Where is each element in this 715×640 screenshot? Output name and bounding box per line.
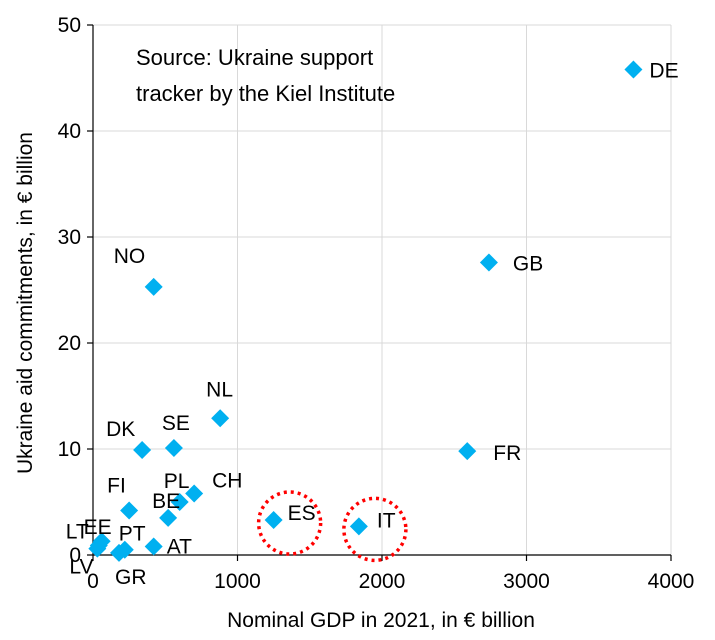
point-pl	[170, 493, 189, 511]
point-at	[144, 537, 163, 556]
point-label-fr: FR	[493, 442, 521, 465]
x-tick-label-0: 0	[87, 570, 99, 593]
y-tick-label-5: 50	[58, 14, 81, 37]
highlight-circles	[256, 490, 408, 563]
point-fi	[120, 501, 139, 520]
point-gr	[110, 543, 129, 562]
point-label-no: NO	[114, 245, 146, 268]
annotation-line-2: tracker by the Kiel Institute	[136, 81, 395, 106]
point-label-gb: GB	[513, 252, 543, 275]
axes	[87, 24, 672, 561]
y-tick-label-2: 20	[58, 332, 81, 355]
point-label-it: IT	[377, 509, 396, 532]
x-tick-label-2: 2000	[359, 570, 406, 593]
y-axis-title: Ukraine aid commitments, in € billion	[14, 132, 37, 474]
point-fr	[458, 442, 477, 461]
point-gb	[479, 253, 498, 272]
point-label-dk: DK	[106, 418, 135, 441]
point-label-gr: GR	[115, 566, 147, 589]
point-label-lv: LV	[69, 556, 93, 579]
point-de	[624, 60, 643, 79]
annotation-line-1: Source: Ukraine support	[136, 45, 373, 70]
y-tick-label-3: 30	[58, 226, 81, 249]
point-it	[349, 517, 368, 536]
point-label-fi: FI	[107, 474, 126, 497]
point-label-be: BE	[152, 490, 180, 513]
point-es	[264, 511, 283, 530]
point-nl	[211, 409, 230, 428]
highlight-circle-it	[342, 496, 408, 563]
point-be	[159, 508, 178, 527]
point-lv	[88, 539, 107, 558]
highlight-circle-es	[256, 490, 323, 556]
y-tick-label-0: 0	[69, 544, 81, 567]
x-tick-label-1: 1000	[214, 570, 261, 593]
x-tick-label-3: 3000	[503, 570, 550, 593]
point-label-ee: EE	[84, 516, 112, 539]
point-label-ch: CH	[212, 470, 242, 493]
y-tick-label-4: 40	[58, 120, 81, 143]
gridlines	[93, 24, 672, 555]
y-tick-label-1: 10	[58, 438, 81, 461]
point-label-de: DE	[649, 60, 678, 83]
point-label-pl: PL	[164, 470, 190, 493]
point-dk	[133, 441, 152, 460]
point-ch	[185, 484, 204, 503]
tick-labels: 0 10 20 30 40 50 0 1000 2000 3000 4000	[58, 14, 695, 593]
data-points	[88, 60, 643, 562]
point-label-se: SE	[162, 412, 190, 435]
point-label-lt: LT	[66, 520, 89, 543]
point-se	[164, 438, 183, 457]
point-label-nl: NL	[206, 378, 233, 401]
point-label-at: AT	[167, 536, 192, 559]
point-label-pt: PT	[119, 523, 146, 546]
point-no	[144, 277, 163, 296]
x-axis-title: Nominal GDP in 2021, in € billion	[227, 609, 535, 632]
point-label-es: ES	[288, 502, 316, 525]
x-tick-label-4: 4000	[648, 570, 695, 593]
